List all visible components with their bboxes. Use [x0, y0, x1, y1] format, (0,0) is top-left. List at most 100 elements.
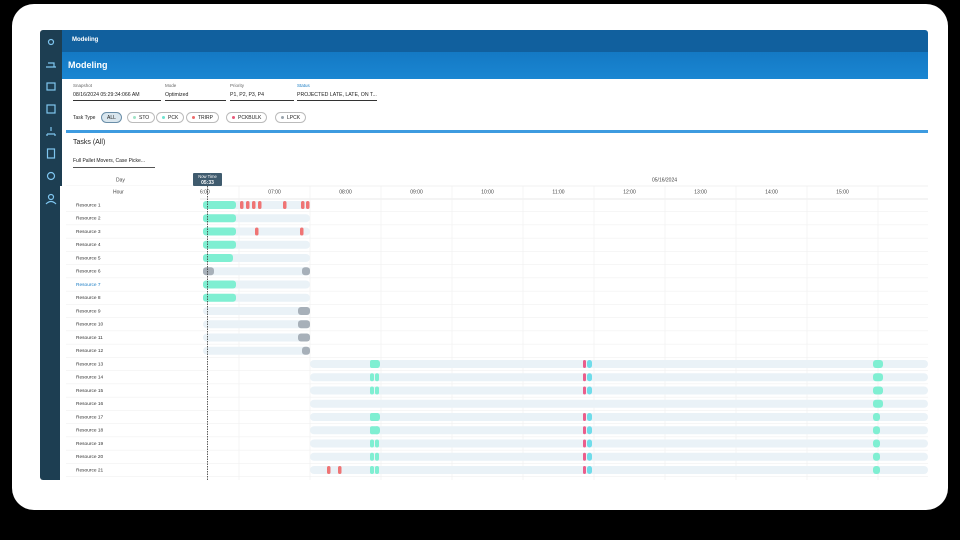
sidebar [40, 30, 62, 480]
resource-label: Resource 2 [76, 216, 101, 222]
nav-icon[interactable] [45, 200, 57, 205]
date-label: 05/16/2024 [652, 177, 677, 183]
resource-label: Resource 3 [76, 229, 101, 235]
hour-tick-label: 10:00 [481, 189, 494, 195]
filter-label: Status [297, 83, 310, 88]
hour-label: Hour [113, 189, 124, 195]
task-block [873, 360, 883, 368]
task-type-chip[interactable]: PCKBULK [226, 112, 268, 123]
task-block [583, 426, 586, 435]
resource-label: Resource 14 [76, 375, 104, 381]
row-background [310, 413, 928, 421]
task-block [587, 452, 592, 461]
task-block [583, 466, 586, 474]
tasks-filter[interactable]: Full Pallet Movers, Case Picke... [73, 158, 155, 168]
resource-label: Resource 20 [76, 454, 104, 460]
gantt: DayHour05/16/2024:0005:0006:0007:0008:00… [60, 173, 928, 480]
task-block [283, 201, 287, 209]
nav-icon[interactable] [46, 104, 56, 114]
filter-value[interactable]: P1, P2, P3, P4 [230, 91, 294, 101]
task-block [370, 439, 374, 448]
task-block [375, 466, 379, 474]
nav-icon[interactable] [47, 193, 55, 201]
resource-label: Resource 5 [76, 255, 101, 261]
task-block [873, 386, 883, 395]
row-background [203, 320, 310, 329]
tasks-title: Tasks (All) [73, 139, 106, 146]
task-type-label: Task Type [73, 115, 96, 121]
task-block [370, 466, 374, 474]
page-title: Modeling [68, 60, 108, 70]
row-background [310, 399, 928, 408]
nav-icon[interactable] [46, 171, 56, 181]
task-block [587, 386, 592, 395]
chip-label: ALL [107, 115, 116, 121]
resource-label: Resource 16 [76, 401, 104, 407]
task-type-chip[interactable]: LPCK [275, 112, 307, 123]
task-block [587, 439, 592, 448]
chip-dot [281, 116, 284, 120]
task-block [203, 227, 236, 236]
chip-dot [133, 116, 136, 120]
task-block [375, 373, 379, 382]
resource-label: Resource 4 [76, 242, 101, 248]
resource-label: Resource 15 [76, 388, 104, 394]
task-block [583, 439, 586, 448]
hour-tick-label: 15:00 [836, 189, 849, 195]
task-block [301, 201, 305, 209]
task-block [370, 413, 380, 421]
row-background [203, 267, 310, 276]
task-block [375, 452, 379, 461]
task-block [203, 240, 236, 249]
task-block [587, 413, 592, 421]
task-block [583, 373, 586, 382]
filter-label: Mode [165, 83, 177, 88]
task-block [873, 413, 880, 421]
menu-icon[interactable] [47, 38, 55, 46]
resource-label: Resource 10 [76, 322, 104, 328]
nav-icon[interactable] [46, 82, 56, 91]
task-type-chip[interactable]: STO [127, 112, 156, 123]
task-block [255, 227, 259, 236]
filter-value[interactable]: 08/16/2024 05:29:34:066 AM [73, 91, 161, 101]
now-badge [193, 173, 222, 186]
filter-value[interactable]: Optimized [165, 91, 226, 101]
task-block [203, 267, 214, 276]
nav-icon[interactable] [46, 148, 56, 159]
resource-label: Resource 21 [76, 467, 104, 473]
row-background [310, 386, 928, 395]
nav-icon[interactable] [46, 62, 56, 68]
chip-dot [192, 116, 195, 120]
task-type-chip[interactable]: ALL [101, 112, 122, 123]
resource-label: Resource 13 [76, 361, 104, 367]
task-block [203, 214, 236, 223]
app-window: Modeling Modeling Tasks (All) Full Palle… [40, 30, 928, 480]
nav-icon[interactable] [46, 127, 56, 136]
task-block [240, 201, 244, 209]
chip-label: STO [139, 115, 150, 121]
task-type-chip[interactable]: TRIRP [186, 112, 219, 123]
row-background [310, 439, 928, 448]
resource-label: Resource 6 [76, 269, 101, 275]
resource-label: Resource 11 [76, 335, 103, 341]
row-background [310, 466, 928, 474]
filter-value[interactable]: PROJECTED LATE, LATE, ON T... [297, 91, 377, 101]
task-block [370, 360, 380, 368]
page-header: Modeling [62, 52, 928, 79]
task-block [302, 346, 310, 355]
chip-label: TRIRP [198, 115, 213, 121]
task-block [252, 201, 256, 209]
task-block [375, 386, 379, 395]
task-block [203, 201, 236, 209]
row-background [203, 307, 310, 315]
row-background [310, 426, 928, 435]
task-block [300, 227, 304, 236]
task-block [258, 201, 262, 209]
task-block [298, 307, 310, 315]
chip-dot [162, 116, 165, 120]
task-block [246, 201, 250, 209]
chip-dot [232, 116, 235, 120]
label-column [60, 186, 200, 480]
task-type-chip[interactable]: PCK [156, 112, 185, 123]
